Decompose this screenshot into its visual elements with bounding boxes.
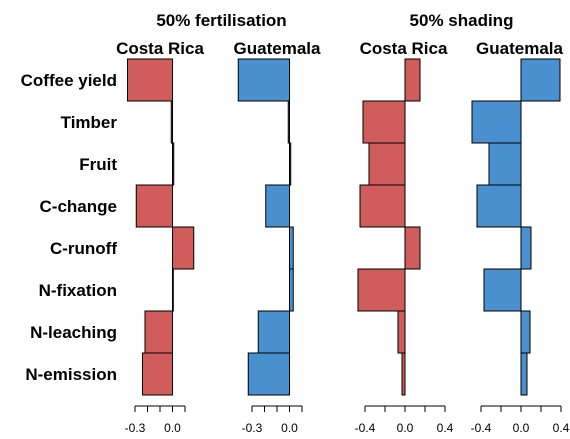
group-title: 50% fertilisation <box>156 11 286 30</box>
bar <box>142 352 173 396</box>
x-tick-label: 0.0 <box>513 421 530 435</box>
category-label: N-fixation <box>39 281 117 300</box>
bar <box>401 352 406 396</box>
x-tick-label: -0.3 <box>125 421 146 435</box>
x-tick-label: -0.4 <box>355 421 376 435</box>
bar <box>289 142 292 186</box>
bar <box>520 352 528 396</box>
x-tick-label: 0.4 <box>553 421 570 435</box>
bar <box>172 142 175 186</box>
panel-title: Guatemala <box>476 39 563 58</box>
bar <box>237 58 290 102</box>
group-title: 50% shading <box>410 11 514 30</box>
bar <box>289 268 294 312</box>
bar <box>359 184 406 228</box>
x-tick-label: 0.0 <box>164 421 181 435</box>
category-label: C-change <box>40 197 117 216</box>
bar <box>520 58 561 102</box>
bar <box>287 100 290 144</box>
x-tick-label: 0.0 <box>397 421 414 435</box>
x-tick-label: -0.4 <box>471 421 492 435</box>
bar <box>404 58 421 102</box>
panel-title: Costa Rica <box>116 39 204 58</box>
bar <box>362 100 406 144</box>
bar <box>476 184 522 228</box>
bar <box>471 100 522 144</box>
category-label: Coffee yield <box>21 71 117 90</box>
x-tick-label: -0.3 <box>242 421 263 435</box>
category-label: C-runoff <box>50 239 117 258</box>
x-tick-label: 0.4 <box>437 421 454 435</box>
category-label: N-leaching <box>30 323 117 342</box>
bar <box>520 310 531 354</box>
bar <box>404 226 421 270</box>
bar <box>483 268 522 312</box>
bar <box>265 184 290 228</box>
bar <box>357 268 406 312</box>
panel-title: Guatemala <box>234 39 321 58</box>
bar <box>127 58 173 102</box>
bar <box>520 226 532 270</box>
bar <box>172 268 174 312</box>
bar <box>289 226 294 270</box>
bar <box>135 184 173 228</box>
bar <box>397 310 406 354</box>
bar <box>488 142 522 186</box>
category-label: N-emission <box>25 365 117 384</box>
bar <box>247 352 290 396</box>
x-tick-label: 0.0 <box>281 421 298 435</box>
bar <box>172 226 195 270</box>
bar <box>368 142 406 186</box>
bar <box>257 310 290 354</box>
panel-title: Costa Rica <box>360 39 448 58</box>
bar <box>144 310 173 354</box>
category-label: Timber <box>61 113 118 132</box>
bar <box>170 100 173 144</box>
category-label: Fruit <box>79 155 117 174</box>
